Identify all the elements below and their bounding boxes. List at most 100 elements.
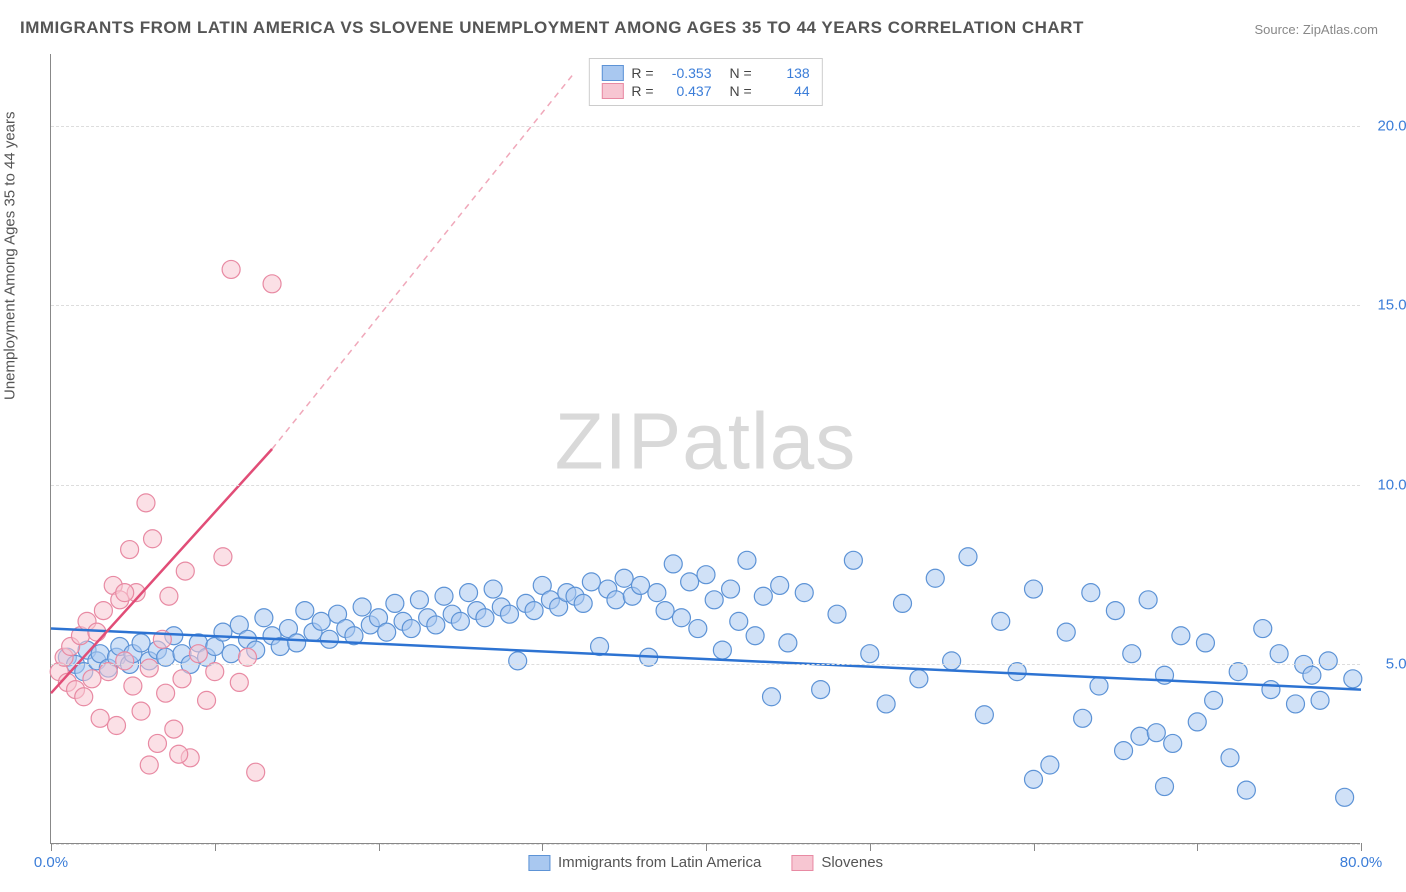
data-point (1336, 788, 1354, 806)
data-point (255, 609, 273, 627)
data-point (1057, 623, 1075, 641)
data-point (320, 630, 338, 648)
x-tick (542, 843, 543, 851)
bottom-legend: Immigrants from Latin America Slovenes (528, 854, 883, 871)
y-tick-label: 5.0% (1386, 656, 1406, 673)
data-point (137, 494, 155, 512)
data-point (144, 530, 162, 548)
data-point (451, 612, 469, 630)
data-point (1025, 770, 1043, 788)
data-point (615, 569, 633, 587)
data-point (746, 627, 764, 645)
trend-line (272, 72, 575, 449)
x-tick (1197, 843, 1198, 851)
data-point (83, 670, 101, 688)
data-point (312, 612, 330, 630)
data-point (116, 652, 134, 670)
x-tick (379, 843, 380, 851)
data-point (288, 634, 306, 652)
data-point (681, 573, 699, 591)
data-point (1164, 734, 1182, 752)
data-point (214, 623, 232, 641)
y-axis-label: Unemployment Among Ages 35 to 44 years (2, 111, 19, 400)
data-point (926, 569, 944, 587)
y-tick-label: 10.0% (1377, 476, 1406, 493)
data-point (877, 695, 895, 713)
grid-line (51, 664, 1360, 665)
data-point (176, 562, 194, 580)
data-point (992, 612, 1010, 630)
data-point (1205, 691, 1223, 709)
y-tick-label: 15.0% (1377, 297, 1406, 314)
legend-item: Immigrants from Latin America (528, 854, 761, 871)
data-point (754, 587, 772, 605)
data-point (222, 260, 240, 278)
y-tick-label: 20.0% (1377, 117, 1406, 134)
data-point (140, 659, 158, 677)
data-point (91, 709, 109, 727)
stats-n-value: 138 (760, 65, 810, 81)
data-point (1303, 666, 1321, 684)
data-point (844, 551, 862, 569)
data-point (763, 688, 781, 706)
data-point (607, 591, 625, 609)
data-point (116, 584, 134, 602)
data-point (94, 602, 112, 620)
data-point (689, 620, 707, 638)
legend-item: Slovenes (791, 854, 883, 871)
data-point (189, 645, 207, 663)
data-point (1254, 620, 1272, 638)
data-point (1115, 742, 1133, 760)
data-point (730, 612, 748, 630)
x-tick (51, 843, 52, 851)
data-point (402, 620, 420, 638)
data-point (247, 763, 265, 781)
data-point (509, 652, 527, 670)
data-point (656, 602, 674, 620)
data-point (1270, 645, 1288, 663)
legend-label: Immigrants from Latin America (558, 854, 761, 871)
data-point (1221, 749, 1239, 767)
x-tick (870, 843, 871, 851)
data-point (460, 584, 478, 602)
data-point (574, 594, 592, 612)
stats-swatch (601, 83, 623, 99)
data-point (1074, 709, 1092, 727)
grid-line (51, 305, 1360, 306)
data-point (1262, 681, 1280, 699)
stats-r-label: R = (631, 83, 653, 99)
data-point (198, 691, 216, 709)
stats-row: R =-0.353N =138 (601, 65, 809, 81)
stats-n-value: 44 (760, 83, 810, 99)
data-point (943, 652, 961, 670)
chart-title: IMMIGRANTS FROM LATIN AMERICA VS SLOVENE… (20, 18, 1084, 38)
data-point (1090, 677, 1108, 695)
stats-r-label: R = (631, 65, 653, 81)
data-point (894, 594, 912, 612)
data-point (124, 677, 142, 695)
data-point (1131, 727, 1149, 745)
data-point (501, 605, 519, 623)
data-point (722, 580, 740, 598)
data-point (160, 587, 178, 605)
data-point (975, 706, 993, 724)
data-point (959, 548, 977, 566)
data-point (1319, 652, 1337, 670)
data-point (484, 580, 502, 598)
x-tick (706, 843, 707, 851)
data-point (75, 688, 93, 706)
data-point (476, 609, 494, 627)
data-point (353, 598, 371, 616)
data-point (108, 717, 126, 735)
x-tick (215, 843, 216, 851)
data-point (1344, 670, 1362, 688)
data-point (121, 541, 139, 559)
legend-swatch (528, 855, 550, 871)
data-point (1287, 695, 1305, 713)
data-point (435, 587, 453, 605)
data-point (648, 584, 666, 602)
data-point (738, 551, 756, 569)
data-point (697, 566, 715, 584)
legend-swatch (791, 855, 813, 871)
data-point (1156, 778, 1174, 796)
